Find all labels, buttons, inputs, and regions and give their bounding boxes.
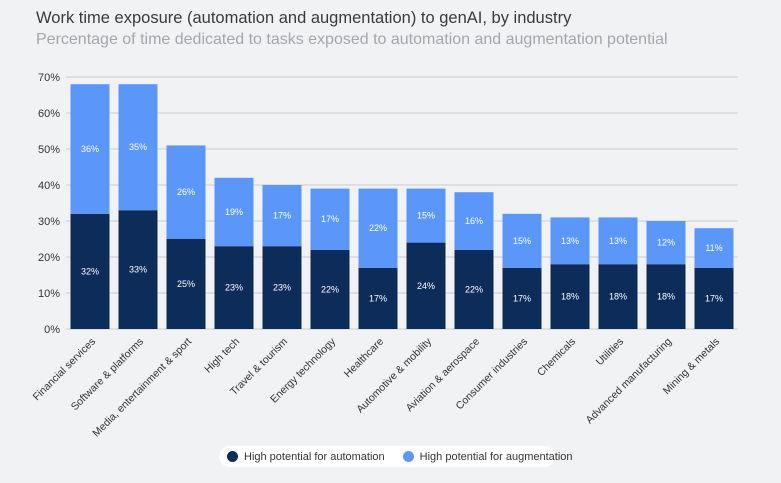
x-tick-label: Healthcare [342,336,387,381]
x-tick-label: Media, entertainment & sport [90,336,194,440]
chart-area: 0%10%20%30%40%50%60%70%32%36%Financial s… [31,72,738,440]
bar-automation [262,246,302,329]
x-tick-label: Advanced manufacturing [584,336,675,427]
legend-label-automation: High potential for automation [244,450,385,463]
data-label-automation: 23% [225,283,243,293]
bar-automation [406,242,446,329]
data-label-automation: 22% [465,284,483,294]
bar-augmentation [646,221,686,265]
chart-subtitle: Percentage of time dedicated to tasks ex… [36,31,668,48]
bar-augmentation [70,84,110,214]
bar-augmentation [454,192,494,250]
bar-augmentation [262,185,302,247]
bar-automation [358,267,398,329]
data-label-augmentation: 11% [705,243,722,253]
data-label-automation: 17% [705,293,723,303]
bar-automation [118,210,158,329]
data-label-augmentation: 15% [417,211,435,221]
data-label-augmentation: 36% [81,144,99,154]
y-tick-label: 20% [38,252,60,264]
data-label-automation: 17% [369,293,387,303]
bar-augmentation [166,145,206,239]
y-tick-label: 10% [38,288,60,300]
bar-augmentation [358,188,398,268]
y-tick-label: 40% [38,180,60,192]
data-label-augmentation: 13% [561,236,579,246]
data-label-augmentation: 12% [657,238,675,248]
bar-automation [310,249,350,329]
bar-augmentation [598,217,638,265]
bar-automation [454,249,494,329]
legend-item-augmentation[interactable]: High potential for augmentation [402,450,573,463]
bar-augmentation [502,213,542,268]
data-label-augmentation: 17% [273,211,291,221]
data-label-augmentation: 22% [369,223,387,233]
data-label-augmentation: 15% [513,236,531,246]
bar-automation [550,264,590,329]
bar-augmentation [214,177,254,247]
data-label-automation: 23% [273,283,291,293]
legend-swatch-automation [227,451,238,462]
data-label-augmentation: 26% [177,187,195,197]
bar-automation [598,264,638,329]
data-label-augmentation: 17% [321,214,339,224]
bar-augmentation [694,228,734,268]
data-label-automation: 18% [657,292,675,302]
bar-automation [502,267,542,329]
data-label-automation: 18% [609,292,627,302]
y-tick-label: 30% [38,216,60,228]
x-tick-label: Utilities [594,336,626,368]
legend-item-automation[interactable]: High potential for automation [227,451,385,463]
data-label-automation: 17% [513,293,531,303]
bar-automation [70,213,110,329]
data-label-automation: 22% [321,284,339,294]
legend-swatch-augmentation [402,451,414,462]
bar-automation [166,239,206,329]
data-label-automation: 32% [81,266,99,276]
bar-automation [214,246,254,329]
bar-automation [694,267,734,329]
chart-title: Work time exposure (automation and augme… [36,9,572,27]
y-tick-label: 70% [38,72,60,84]
data-label-automation: 18% [561,292,579,302]
bar-augmentation [118,84,158,211]
data-label-augmentation: 16% [465,216,483,226]
data-label-augmentation: 35% [129,142,147,152]
legend: High potential for automation High poten… [219,446,573,467]
y-tick-label: 60% [38,108,60,120]
y-tick-label: 50% [38,144,60,156]
data-label-automation: 25% [177,279,195,289]
data-label-automation: 33% [129,265,147,275]
bar-automation [646,264,686,329]
bar-augmentation [406,188,446,243]
data-label-augmentation: 19% [225,207,243,217]
x-tick-label: Chemicals [535,336,578,379]
y-tick-label: 0% [44,324,60,336]
bar-augmentation [310,188,350,250]
data-label-automation: 24% [417,281,435,291]
x-tick-label: High tech [202,336,242,376]
data-label-augmentation: 13% [609,236,627,246]
legend-label-augmentation: High potential for augmentation [419,450,573,463]
bar-augmentation [550,217,590,265]
